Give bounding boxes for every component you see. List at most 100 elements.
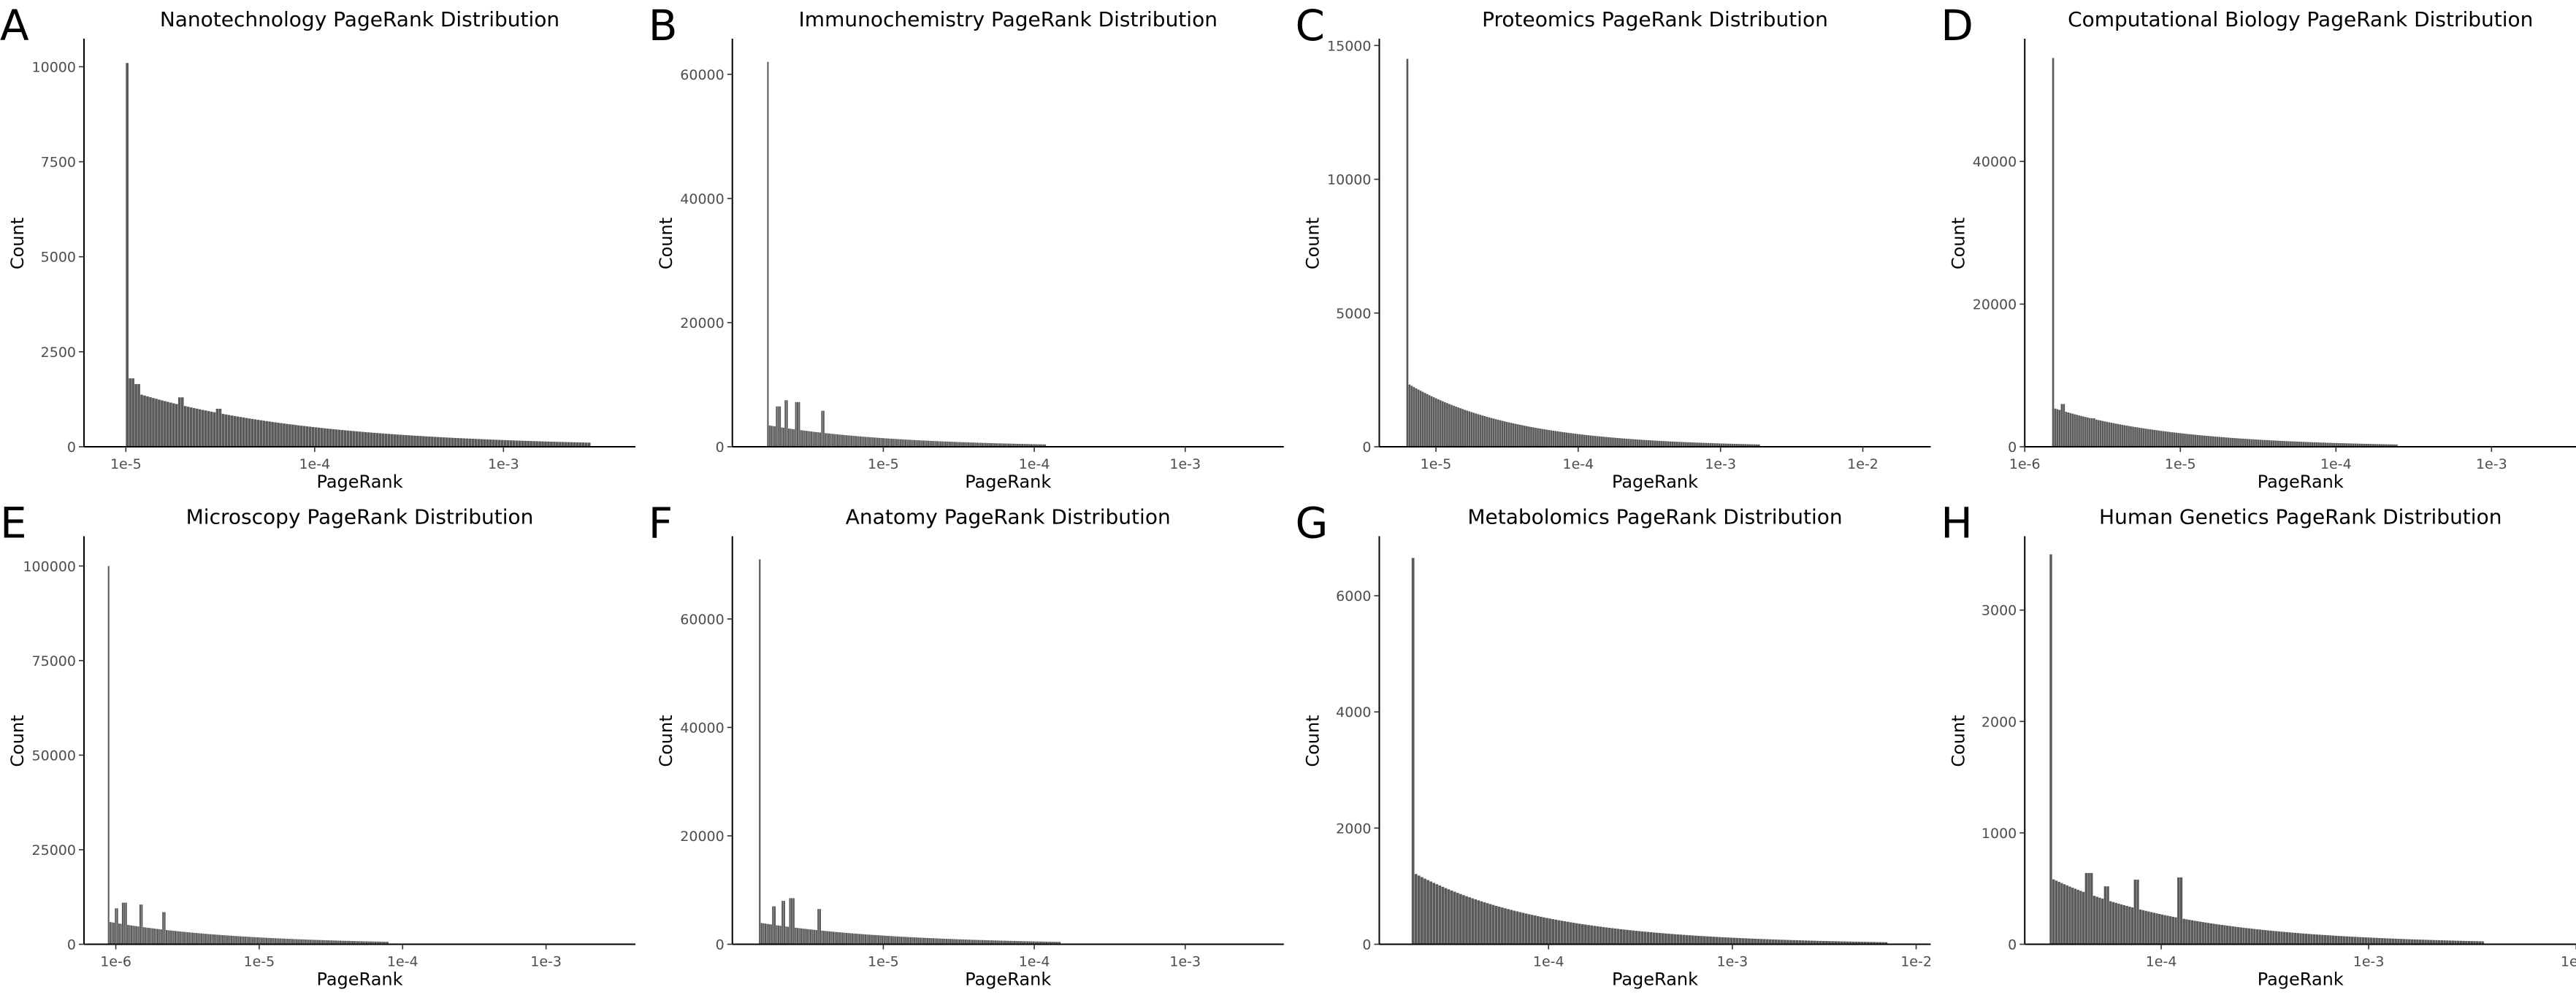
y-axis-label: Count [1303, 715, 1323, 767]
histogram-bar [2144, 429, 2147, 447]
histogram-bar [945, 939, 948, 945]
histogram-bar [227, 935, 229, 945]
histogram-bar [760, 923, 763, 945]
histogram-bar [294, 939, 296, 945]
histogram-bar [889, 936, 891, 945]
histogram-bar [1634, 439, 1637, 447]
histogram-bar [811, 929, 814, 945]
histogram-bar [917, 937, 920, 945]
histogram-bar [288, 424, 291, 447]
histogram-bar [936, 938, 939, 945]
y-tick-label: 0 [716, 439, 725, 456]
histogram-bar [830, 434, 832, 447]
histogram-bar [2340, 936, 2343, 945]
histogram-bar [1477, 900, 1480, 945]
histogram-bar [825, 931, 827, 945]
histogram-bar [783, 901, 785, 945]
histogram-bar [1581, 434, 1583, 447]
histogram-bar [2279, 440, 2281, 447]
histogram-bar [1740, 444, 1743, 447]
histogram-bar [2413, 939, 2416, 945]
histogram-bar [1683, 442, 1685, 447]
histogram-bar [172, 403, 175, 447]
histogram-bar [307, 940, 310, 945]
histogram-bar [2206, 923, 2210, 945]
histogram-bar [2188, 434, 2190, 447]
histogram-bar [125, 902, 127, 945]
histogram-bar [811, 431, 813, 447]
histogram-bar [2190, 920, 2194, 945]
histogram-bar [1721, 937, 1724, 945]
histogram-bar [2272, 931, 2275, 945]
histogram-bar [2396, 444, 2398, 447]
histogram-bar [2117, 903, 2120, 945]
histogram-bar [2229, 437, 2231, 447]
histogram-bar [2272, 440, 2275, 447]
histogram-bar [2193, 434, 2195, 447]
histogram-bar [2277, 931, 2281, 945]
histogram-bar [1792, 940, 1795, 945]
histogram-bar [524, 440, 527, 447]
histogram-bar [2478, 941, 2482, 945]
histogram-bar [2052, 58, 2055, 447]
histogram-bar [148, 928, 150, 945]
histogram-bar [204, 934, 206, 945]
histogram-bar [1601, 437, 1603, 447]
histogram-bar [1713, 443, 1716, 447]
histogram-bar [2268, 440, 2271, 447]
histogram-bar [2263, 439, 2266, 447]
histogram-bar [890, 936, 893, 945]
histogram-bar [2326, 442, 2329, 447]
histogram-bar [468, 438, 472, 447]
x-tick-label: 1e-5 [868, 954, 899, 970]
histogram-bar [857, 436, 860, 447]
histogram-bar [320, 940, 322, 945]
histogram-bar [2082, 416, 2084, 447]
histogram-bar [465, 438, 469, 447]
histogram-bar [162, 912, 164, 945]
histogram-bar [2168, 916, 2172, 945]
histogram-bar [1545, 429, 1548, 447]
y-tick-label: 4000 [1336, 704, 1371, 721]
histogram-bar [768, 425, 771, 447]
histogram-bar [1608, 437, 1610, 447]
histogram-bar [1045, 941, 1048, 945]
histogram-bar [789, 898, 791, 945]
histogram-bar [1660, 441, 1663, 447]
histogram-bar [877, 935, 880, 945]
histogram-bar [1692, 442, 1694, 447]
histogram-bar [1731, 443, 1734, 447]
histogram-bar [838, 434, 841, 447]
histogram-bar [164, 401, 167, 447]
histogram-bar [955, 939, 958, 945]
histogram-bar [2225, 926, 2229, 945]
histogram-bar [2122, 904, 2126, 945]
histogram-bar [2058, 410, 2061, 447]
histogram-bar [2294, 441, 2296, 447]
histogram-bar [777, 406, 779, 447]
histogram-bar [2476, 941, 2479, 945]
histogram-bar [1637, 931, 1641, 945]
histogram-bar [2382, 444, 2385, 447]
histogram-bar [779, 926, 781, 945]
histogram-bar [1413, 387, 1415, 447]
histogram-bar [1727, 443, 1730, 447]
histogram-bar [908, 937, 910, 945]
histogram-bar [1448, 404, 1451, 447]
histogram-bar [983, 940, 985, 945]
histogram-bar [793, 429, 795, 447]
histogram-bar [2250, 929, 2253, 945]
histogram-bar [1009, 443, 1012, 447]
histogram-bar [283, 938, 286, 945]
x-axis-label: PageRank [1612, 472, 1698, 492]
y-tick-label: 75000 [32, 653, 76, 669]
y-tick-label: 5000 [41, 250, 76, 266]
histogram-bar [1021, 941, 1023, 945]
histogram-bar [1605, 437, 1608, 447]
histogram-bar [2082, 891, 2085, 945]
histogram-bar [451, 437, 454, 447]
histogram-bar [919, 937, 921, 945]
x-tick-label: 1e-4 [2146, 954, 2177, 970]
histogram-bar [343, 430, 347, 447]
histogram-bar [171, 930, 173, 945]
